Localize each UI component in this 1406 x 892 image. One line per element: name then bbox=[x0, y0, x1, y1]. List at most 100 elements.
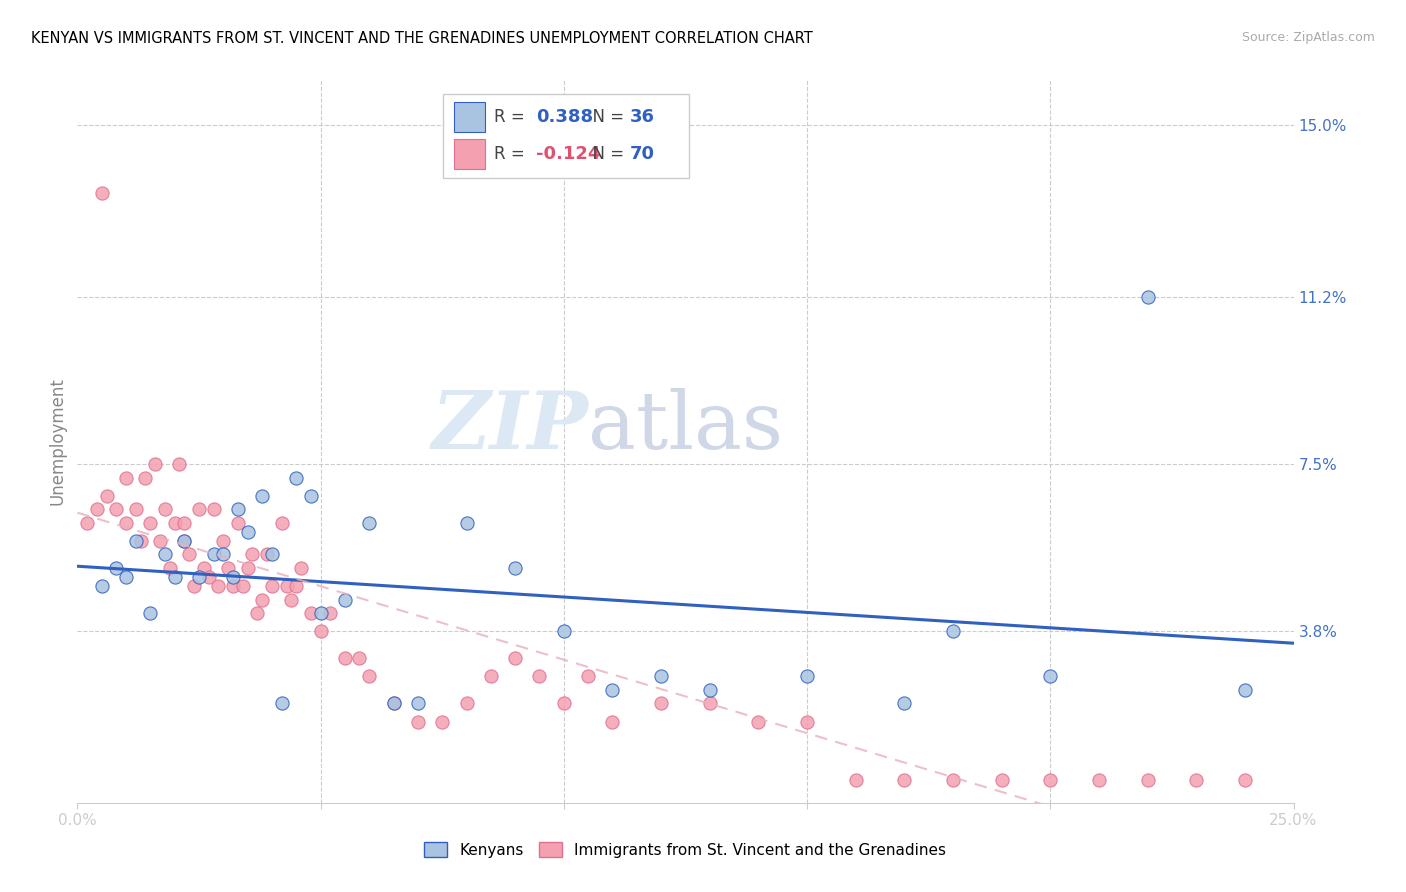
Point bbox=[115, 471, 138, 485]
Point bbox=[173, 533, 195, 548]
Point bbox=[212, 533, 235, 548]
Point bbox=[456, 516, 478, 530]
Point bbox=[125, 502, 148, 516]
Point bbox=[173, 516, 195, 530]
Point bbox=[699, 682, 721, 697]
Point bbox=[173, 533, 195, 548]
Legend: Kenyans, Immigrants from St. Vincent and the Grenadines: Kenyans, Immigrants from St. Vincent and… bbox=[419, 836, 952, 863]
Point bbox=[105, 561, 128, 575]
Point bbox=[134, 471, 156, 485]
Point bbox=[1039, 773, 1062, 788]
Point bbox=[270, 697, 292, 711]
Point bbox=[193, 561, 215, 575]
Point bbox=[260, 548, 283, 562]
Point bbox=[139, 606, 162, 620]
Point bbox=[207, 579, 229, 593]
Point bbox=[796, 669, 818, 683]
Point bbox=[1136, 773, 1159, 788]
Point bbox=[359, 516, 381, 530]
Point bbox=[250, 489, 273, 503]
Point bbox=[333, 651, 356, 665]
Point bbox=[1185, 773, 1208, 788]
Point bbox=[349, 651, 371, 665]
Point bbox=[309, 606, 332, 620]
Point bbox=[503, 561, 526, 575]
Point bbox=[430, 714, 453, 729]
Point bbox=[188, 570, 211, 584]
Point bbox=[1088, 773, 1111, 788]
Point bbox=[576, 669, 599, 683]
Point bbox=[163, 570, 186, 584]
Point bbox=[90, 186, 112, 201]
Point bbox=[236, 561, 259, 575]
Point bbox=[115, 570, 138, 584]
Point bbox=[747, 714, 769, 729]
Point bbox=[382, 697, 405, 711]
Point bbox=[602, 714, 624, 729]
Point bbox=[197, 570, 219, 584]
Text: N =: N = bbox=[582, 145, 630, 163]
Point bbox=[129, 533, 152, 548]
Text: ZIP: ZIP bbox=[432, 388, 588, 466]
Text: atlas: atlas bbox=[588, 388, 783, 467]
Point bbox=[183, 579, 205, 593]
Point bbox=[143, 457, 166, 471]
Point bbox=[76, 516, 98, 530]
Point bbox=[159, 561, 181, 575]
Point bbox=[309, 624, 332, 639]
Point bbox=[893, 773, 915, 788]
Point bbox=[90, 579, 112, 593]
Point bbox=[226, 516, 249, 530]
Point bbox=[139, 516, 162, 530]
Point bbox=[299, 606, 322, 620]
Text: R =: R = bbox=[494, 108, 530, 126]
Point bbox=[990, 773, 1012, 788]
Point bbox=[1233, 773, 1256, 788]
Point bbox=[529, 669, 551, 683]
Point bbox=[290, 561, 312, 575]
Point bbox=[270, 516, 292, 530]
Point bbox=[86, 502, 108, 516]
Point bbox=[188, 502, 211, 516]
Point bbox=[96, 489, 118, 503]
Point bbox=[503, 651, 526, 665]
Point bbox=[650, 669, 672, 683]
Point bbox=[893, 697, 915, 711]
Point bbox=[479, 669, 502, 683]
Point bbox=[650, 697, 672, 711]
Point bbox=[796, 714, 818, 729]
Point bbox=[406, 714, 429, 729]
Point bbox=[406, 697, 429, 711]
Point bbox=[250, 592, 273, 607]
Point bbox=[105, 502, 128, 516]
Point bbox=[222, 570, 245, 584]
Point bbox=[125, 533, 148, 548]
Y-axis label: Unemployment: Unemployment bbox=[48, 377, 66, 506]
Point bbox=[202, 548, 225, 562]
Point bbox=[212, 548, 235, 562]
Point bbox=[169, 457, 191, 471]
Point bbox=[246, 606, 269, 620]
Point bbox=[280, 592, 302, 607]
Point bbox=[299, 489, 322, 503]
Point bbox=[242, 548, 264, 562]
Point bbox=[232, 579, 254, 593]
Point bbox=[382, 697, 405, 711]
Point bbox=[1039, 669, 1062, 683]
Point bbox=[179, 548, 201, 562]
Point bbox=[217, 561, 239, 575]
Point bbox=[456, 697, 478, 711]
Point bbox=[942, 624, 965, 639]
Point bbox=[149, 533, 172, 548]
Point bbox=[256, 548, 278, 562]
Point bbox=[222, 579, 245, 593]
Point bbox=[276, 579, 298, 593]
Point bbox=[942, 773, 965, 788]
Point bbox=[1136, 290, 1159, 304]
Point bbox=[1233, 682, 1256, 697]
Point bbox=[553, 624, 575, 639]
Point bbox=[359, 669, 381, 683]
Text: 0.388: 0.388 bbox=[536, 108, 593, 126]
Text: KENYAN VS IMMIGRANTS FROM ST. VINCENT AND THE GRENADINES UNEMPLOYMENT CORRELATIO: KENYAN VS IMMIGRANTS FROM ST. VINCENT AN… bbox=[31, 31, 813, 46]
Point bbox=[236, 524, 259, 539]
